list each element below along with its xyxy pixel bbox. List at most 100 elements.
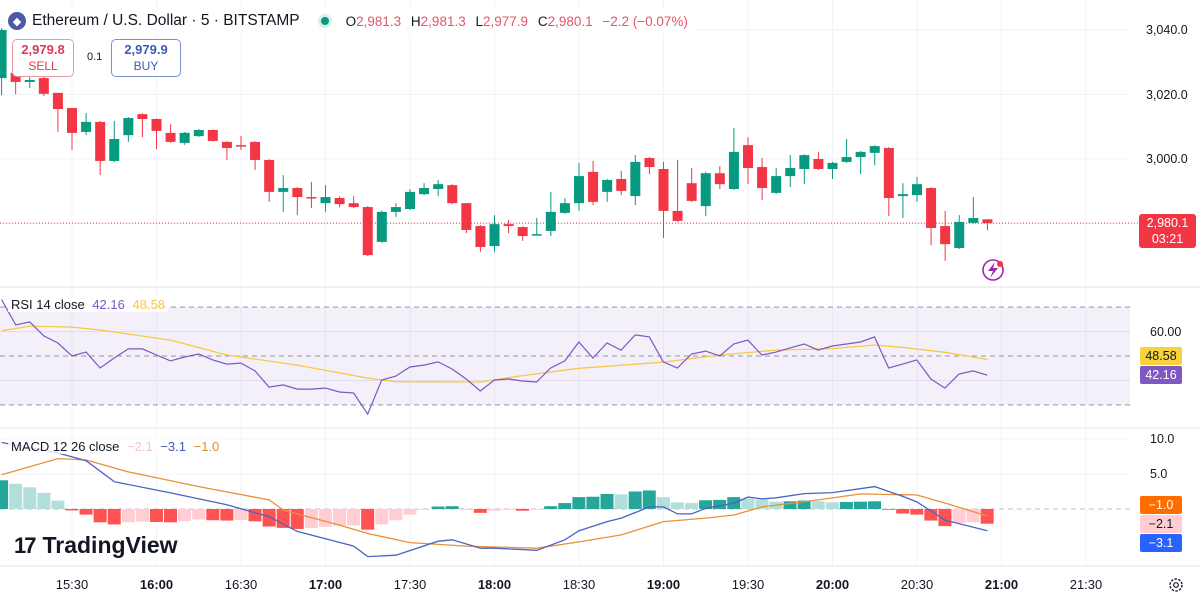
candle-body (658, 168, 669, 211)
price-tick: 3,040.0 (1146, 23, 1188, 37)
macd-histogram-bar (670, 502, 684, 509)
time-tick: 16:00 (139, 577, 174, 592)
candle-body (897, 194, 908, 197)
time-tick: 20:00 (815, 577, 850, 592)
candle (757, 158, 768, 200)
candle (362, 206, 373, 257)
candle-body (644, 158, 655, 168)
candle (292, 187, 303, 216)
candle-body (728, 151, 739, 189)
candle-body (81, 121, 92, 132)
macd-histogram-bar (220, 509, 234, 521)
candle-body (912, 184, 922, 196)
rsi-tick: 60.00 (1150, 325, 1182, 339)
candle-body (785, 168, 796, 177)
lightning-icon[interactable] (982, 259, 1004, 281)
price-tick: 3,000.0 (1146, 152, 1188, 166)
macd-histogram-bar (501, 509, 515, 510)
rsi-ma-line (1, 325, 988, 383)
candle-body (419, 188, 430, 195)
time-tick: 17:30 (393, 577, 427, 592)
macd-histogram-bar (952, 509, 966, 523)
symbol-title[interactable]: Ethereum / U.S. Dollar · 5 · BITSTAMP (32, 12, 300, 29)
macd-histogram-bar (868, 501, 882, 509)
candle-body (968, 218, 979, 223)
symbol-header: ◆ Ethereum / U.S. Dollar · 5 · BITSTAMP … (8, 8, 694, 34)
candle-body (602, 179, 613, 192)
candle (461, 203, 472, 234)
candles (0, 28, 1138, 261)
macd-histogram-bar (825, 502, 839, 509)
macd-histogram-bar (600, 493, 614, 509)
candle (686, 168, 697, 202)
candle-body (376, 211, 387, 242)
buy-label: BUY (133, 59, 159, 73)
macd-histogram-bar (431, 506, 445, 509)
macd-legend-value: −3.1 (160, 439, 186, 454)
signal-line (1, 457, 988, 549)
macd-histogram-bar (459, 509, 473, 510)
macd-histogram-bar (164, 509, 178, 523)
rsi-band (0, 307, 1130, 405)
macd-histogram-bar (882, 509, 896, 510)
candle (264, 159, 275, 202)
rsi-legend-title: RSI 14 close (11, 297, 85, 312)
sell-button[interactable]: 2,979.8 SELL (12, 39, 74, 77)
macd-histogram-bar (910, 509, 924, 515)
macd-legend[interactable]: MACD 12 26 close −2.1 −3.1 −1.0 (8, 439, 223, 454)
candle (137, 113, 148, 138)
candle (475, 225, 486, 252)
candle-body (503, 224, 514, 227)
candle (531, 218, 542, 236)
candle (855, 150, 866, 175)
macd-histogram-bar (375, 509, 389, 525)
candle (67, 108, 77, 150)
candle (714, 166, 725, 189)
macd-histogram-bar (121, 509, 135, 523)
macd-histogram-bar (797, 500, 811, 509)
candle-body (982, 219, 993, 224)
rsi-legend[interactable]: RSI 14 close 42.16 48.58 (8, 297, 169, 312)
candle-body (517, 227, 528, 237)
low-value: 2,977.9 (483, 13, 529, 29)
candle-body (123, 118, 134, 136)
candle (841, 139, 852, 163)
macd-histogram-bar (178, 509, 192, 522)
candle-body (250, 141, 261, 160)
time-tick: 18:00 (477, 577, 512, 592)
candle (827, 161, 838, 179)
spread-value: 0.1 (87, 51, 103, 63)
candle (545, 191, 556, 237)
candle-body (165, 132, 176, 142)
candle (728, 128, 739, 190)
candle (771, 168, 782, 194)
current-price-tag: 2,980.1 03:21 (1139, 214, 1196, 248)
candle-body (616, 178, 627, 191)
candle (489, 215, 500, 252)
macd-legend-title: MACD 12 26 close (11, 439, 120, 454)
candle (517, 226, 528, 241)
buy-button[interactable]: 2,979.9 BUY (111, 39, 181, 77)
candle-body (95, 121, 106, 161)
candle (559, 198, 570, 214)
candle-body (771, 176, 782, 193)
candle-body (320, 197, 331, 204)
candle-body (348, 203, 359, 208)
candle (390, 203, 401, 218)
macd-histogram-bar (23, 487, 37, 509)
gear-icon[interactable] (1169, 578, 1183, 592)
candle-body (461, 203, 472, 230)
time-tick: 21:30 (1069, 577, 1103, 592)
candle (588, 160, 599, 206)
candle (940, 210, 951, 261)
macd-histogram-bar (713, 499, 727, 509)
candle-body (109, 139, 120, 161)
candle (334, 196, 345, 208)
macd-histogram-bar (685, 503, 698, 509)
candle (883, 147, 894, 217)
candle-body (362, 207, 373, 256)
tradingview-logo[interactable]: 17 TradingView (14, 532, 178, 559)
macd-histogram-bar (572, 497, 586, 509)
macd-histogram-bar (558, 503, 572, 509)
